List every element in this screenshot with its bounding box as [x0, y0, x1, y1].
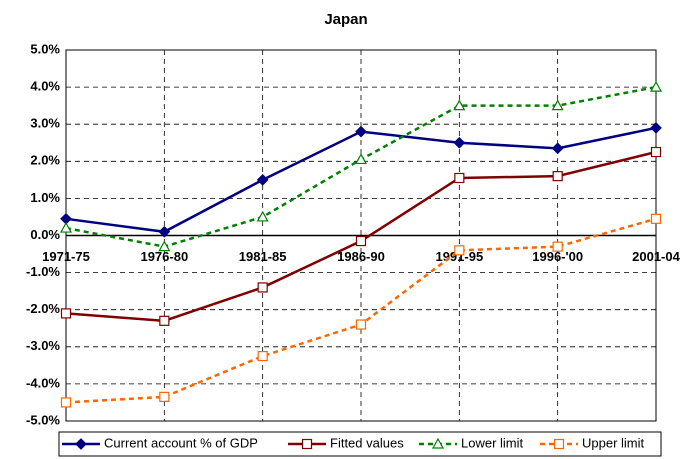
- marker: [158, 240, 171, 252]
- marker: [355, 235, 367, 247]
- marker: [256, 174, 269, 186]
- x-tick-label: 1996-'00: [532, 249, 583, 264]
- marker: [256, 210, 269, 222]
- marker: [551, 99, 564, 111]
- marker: [431, 437, 445, 449]
- y-tick-label: 0.0%: [30, 227, 60, 242]
- y-tick-label: -1.0%: [26, 264, 60, 279]
- marker: [60, 397, 72, 408]
- marker: [650, 146, 662, 158]
- legend-label: Upper limit: [582, 435, 645, 450]
- y-tick-label: -5.0%: [26, 412, 60, 427]
- marker: [301, 438, 313, 450]
- marker: [355, 319, 367, 330]
- marker: [159, 315, 170, 326]
- y-tick-label: -2.0%: [26, 301, 60, 316]
- marker: [650, 213, 662, 224]
- marker: [60, 308, 72, 319]
- y-tick-label: 1.0%: [30, 190, 60, 205]
- y-tick-label: 5.0%: [30, 41, 60, 56]
- marker: [257, 282, 268, 293]
- y-tick-label: 3.0%: [30, 116, 60, 131]
- x-tick-label: 2001-04: [632, 249, 680, 264]
- y-tick-label: -3.0%: [26, 338, 60, 353]
- marker: [159, 391, 170, 402]
- legend-label: Current account % of GDP: [104, 435, 258, 450]
- legend-label: Fitted values: [330, 435, 404, 450]
- marker: [454, 172, 465, 184]
- marker: [59, 221, 73, 233]
- marker: [552, 171, 563, 182]
- y-tick-label: 4.0%: [30, 79, 60, 94]
- marker: [649, 80, 663, 92]
- marker: [453, 136, 466, 149]
- marker: [257, 350, 268, 362]
- marker: [75, 438, 87, 450]
- marker: [551, 142, 564, 155]
- marker: [354, 153, 368, 165]
- legend-label: Lower limit: [461, 435, 524, 450]
- marker: [552, 241, 563, 252]
- marker: [158, 225, 171, 238]
- x-tick-label: 1976-80: [140, 249, 188, 264]
- x-tick-label: 1971-75: [42, 249, 90, 264]
- chart-title: Japan: [324, 11, 367, 28]
- marker: [453, 99, 466, 111]
- marker: [355, 125, 367, 138]
- y-tick-label: -4.0%: [26, 375, 60, 390]
- y-tick-label: 2.0%: [30, 153, 60, 168]
- marker: [553, 438, 565, 450]
- x-tick-label: 1986-90: [337, 249, 385, 264]
- x-tick-label: 1981-85: [239, 249, 287, 264]
- marker: [454, 245, 465, 256]
- marker: [650, 122, 662, 134]
